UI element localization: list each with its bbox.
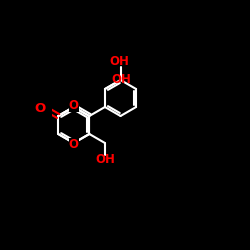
Text: OH: OH (112, 73, 132, 86)
Text: OH: OH (95, 153, 115, 166)
Text: O: O (69, 138, 79, 151)
Text: OH: OH (110, 55, 130, 68)
Text: O: O (69, 99, 79, 112)
Text: O: O (34, 102, 46, 115)
